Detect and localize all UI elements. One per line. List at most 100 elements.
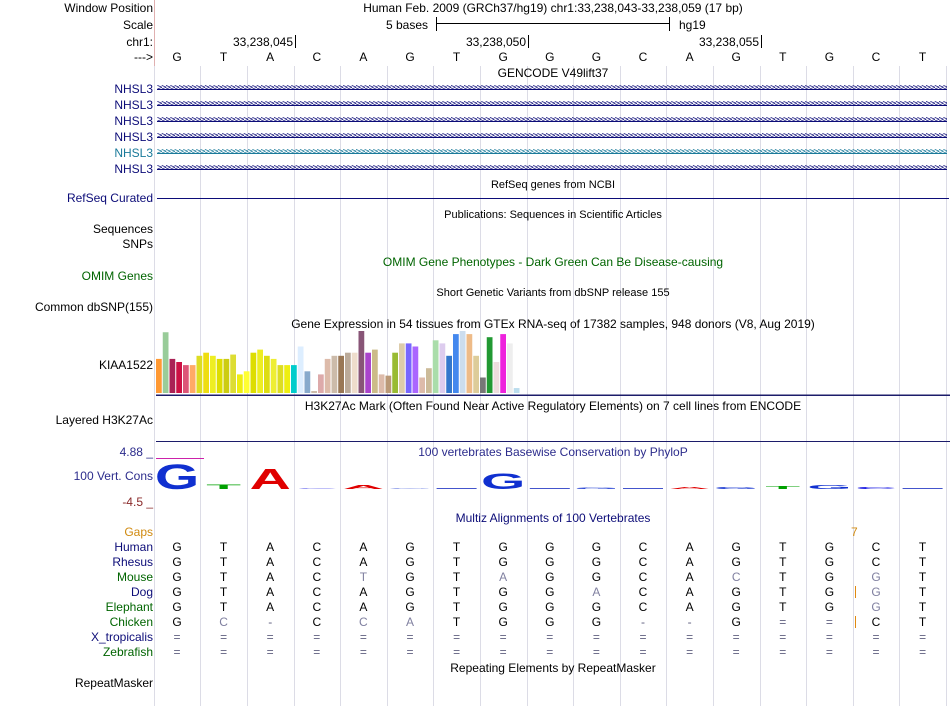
cons-letter[interactable]: A bbox=[669, 487, 710, 490]
gtex-tissue-bar[interactable] bbox=[210, 355, 216, 393]
cons-letter[interactable]: G bbox=[574, 487, 618, 489]
gencode-transcript-label[interactable]: NHSL3 bbox=[114, 114, 153, 128]
species-label[interactable]: Human bbox=[114, 540, 153, 554]
cons-letter[interactable]: A bbox=[343, 484, 384, 491]
gtex-tissue-bar[interactable] bbox=[419, 377, 425, 394]
gtex-tissue-bar[interactable] bbox=[513, 388, 520, 393]
cons-letter[interactable]: T bbox=[206, 483, 241, 491]
gtex-tissue-bar[interactable] bbox=[264, 355, 270, 393]
gtex-tissue-bar[interactable] bbox=[291, 365, 297, 393]
gtex-tissue-bar[interactable] bbox=[351, 352, 358, 393]
species-label[interactable]: Chicken bbox=[109, 615, 153, 629]
gtex-tissue-bar[interactable] bbox=[480, 377, 486, 394]
species-label[interactable]: X_tropicalis bbox=[90, 630, 153, 644]
gtex-tissue-bar[interactable] bbox=[162, 332, 169, 393]
cons-letter[interactable]: G bbox=[388, 488, 432, 489]
cons-letter[interactable]: G bbox=[807, 484, 851, 491]
gtex-tissue-bar[interactable] bbox=[466, 334, 473, 393]
gtex-tissue-bar[interactable] bbox=[277, 365, 284, 393]
gtex-tissue-bar[interactable] bbox=[297, 346, 304, 394]
gtex-tissue-bar[interactable] bbox=[399, 343, 405, 393]
gtex-tissue-bar[interactable] bbox=[432, 340, 439, 393]
gtex-tissue-bar[interactable] bbox=[270, 358, 277, 393]
gaps-label[interactable]: Gaps bbox=[124, 525, 153, 539]
gtex-bar-chart[interactable] bbox=[156, 330, 950, 396]
gtex-tissue-bar[interactable] bbox=[196, 355, 203, 393]
species-label[interactable]: Dog bbox=[130, 585, 153, 599]
snps-label[interactable]: SNPs bbox=[122, 237, 153, 251]
gtex-tissue-bar[interactable] bbox=[426, 368, 432, 393]
cons-letter[interactable]: A bbox=[250, 463, 291, 495]
cons-letter[interactable]: G bbox=[714, 487, 758, 490]
gencode-transcript-line[interactable]: >>>>>>>>>>>>>>>>>>>>>>>>>>>>>>>>>>>>>>>>… bbox=[157, 148, 947, 159]
gtex-tissue-bar[interactable] bbox=[243, 371, 250, 393]
gtex-tissue-bar[interactable] bbox=[358, 331, 365, 393]
gtex-tissue-bar[interactable] bbox=[223, 358, 230, 393]
gtex-tissue-bar[interactable] bbox=[331, 355, 338, 393]
gencode-transcript-line[interactable]: >>>>>>>>>>>>>>>>>>>>>>>>>>>>>>>>>>>>>>>>… bbox=[157, 116, 947, 127]
gap-marker[interactable]: 7 bbox=[851, 525, 858, 539]
gtex-tissue-bar[interactable] bbox=[230, 354, 236, 393]
species-label[interactable]: Mouse bbox=[116, 570, 153, 584]
gtex-tissue-bar[interactable] bbox=[459, 331, 466, 393]
gencode-transcript-label[interactable]: NHSL3 bbox=[114, 98, 153, 112]
gtex-gene-label[interactable]: KIAA1522 bbox=[98, 358, 153, 372]
cons-letter[interactable]: C bbox=[855, 487, 896, 490]
repeatmasker-label[interactable]: RepeatMasker bbox=[74, 676, 153, 690]
sequences-label[interactable]: Sequences bbox=[92, 222, 153, 236]
gtex-tissue-bar[interactable] bbox=[284, 365, 290, 393]
insertion-marker[interactable] bbox=[855, 586, 856, 598]
species-label[interactable]: Zebrafish bbox=[102, 645, 153, 659]
dbsnp-label[interactable]: Common dbSNP(155) bbox=[34, 300, 153, 314]
gtex-tissue-bar[interactable] bbox=[250, 352, 257, 393]
gtex-tissue-bar[interactable] bbox=[392, 352, 398, 393]
gtex-tissue-bar[interactable] bbox=[500, 334, 506, 393]
gencode-transcript-label[interactable]: NHSL3 bbox=[114, 130, 153, 144]
species-label[interactable]: Elephant bbox=[105, 600, 153, 614]
cons-label[interactable]: 100 Vert. Cons bbox=[73, 469, 153, 483]
gtex-tissue-bar[interactable] bbox=[311, 391, 317, 393]
gtex-tissue-bar[interactable] bbox=[203, 352, 209, 393]
gtex-tissue-bar[interactable] bbox=[176, 362, 182, 393]
gtex-tissue-bar[interactable] bbox=[169, 358, 176, 393]
gtex-tissue-bar[interactable] bbox=[385, 375, 392, 393]
gtex-tissue-bar[interactable] bbox=[405, 343, 412, 393]
gtex-tissue-bar[interactable] bbox=[318, 374, 324, 393]
gtex-tissue-bar[interactable] bbox=[412, 346, 419, 394]
gtex-tissue-bar[interactable] bbox=[473, 355, 479, 393]
gtex-tissue-bar[interactable] bbox=[156, 358, 162, 393]
gtex-tissue-bar[interactable] bbox=[365, 352, 371, 393]
gtex-tissue-bar[interactable] bbox=[439, 343, 446, 393]
insertion-marker[interactable] bbox=[855, 616, 856, 628]
gtex-tissue-bar[interactable] bbox=[338, 355, 344, 393]
gencode-transcript-line[interactable]: >>>>>>>>>>>>>>>>>>>>>>>>>>>>>>>>>>>>>>>>… bbox=[157, 100, 947, 111]
gtex-tissue-bar[interactable] bbox=[446, 355, 452, 393]
gencode-transcript-line[interactable]: >>>>>>>>>>>>>>>>>>>>>>>>>>>>>>>>>>>>>>>>… bbox=[157, 84, 947, 95]
cons-letter[interactable]: G bbox=[481, 470, 525, 494]
refseq-gene-line[interactable] bbox=[157, 198, 949, 199]
gtex-tissue-bar[interactable] bbox=[216, 358, 223, 393]
gtex-tissue-bar[interactable] bbox=[453, 334, 459, 393]
gencode-transcript-line[interactable]: >>>>>>>>>>>>>>>>>>>>>>>>>>>>>>>>>>>>>>>>… bbox=[157, 164, 947, 175]
gtex-tissue-bar[interactable] bbox=[189, 365, 196, 393]
cons-letter[interactable]: G bbox=[156, 458, 199, 496]
gencode-transcript-line[interactable]: >>>>>>>>>>>>>>>>>>>>>>>>>>>>>>>>>>>>>>>>… bbox=[157, 132, 947, 143]
gtex-tissue-bar[interactable] bbox=[507, 343, 513, 393]
gtex-tissue-bar[interactable] bbox=[237, 374, 243, 393]
gtex-tissue-bar[interactable] bbox=[257, 349, 263, 393]
gtex-tissue-bar[interactable] bbox=[486, 337, 493, 393]
refseq-label[interactable]: RefSeq Curated bbox=[66, 191, 153, 205]
gtex-tissue-bar[interactable] bbox=[493, 362, 500, 393]
gtex-tissue-bar[interactable] bbox=[345, 352, 351, 393]
gtex-tissue-bar[interactable] bbox=[324, 358, 331, 393]
gtex-tissue-bar[interactable] bbox=[372, 349, 378, 393]
gencode-transcript-label[interactable]: NHSL3 bbox=[114, 82, 153, 96]
h3k27ac-label[interactable]: Layered H3K27Ac bbox=[55, 413, 153, 427]
gencode-transcript-label[interactable]: NHSL3 bbox=[114, 162, 153, 176]
gencode-transcript-label[interactable]: NHSL3 bbox=[114, 146, 153, 160]
gtex-tissue-bar[interactable] bbox=[183, 365, 189, 393]
cons-letter[interactable]: T bbox=[765, 485, 800, 490]
species-label[interactable]: Rhesus bbox=[112, 555, 153, 569]
omim-label[interactable]: OMIM Genes bbox=[81, 269, 153, 283]
